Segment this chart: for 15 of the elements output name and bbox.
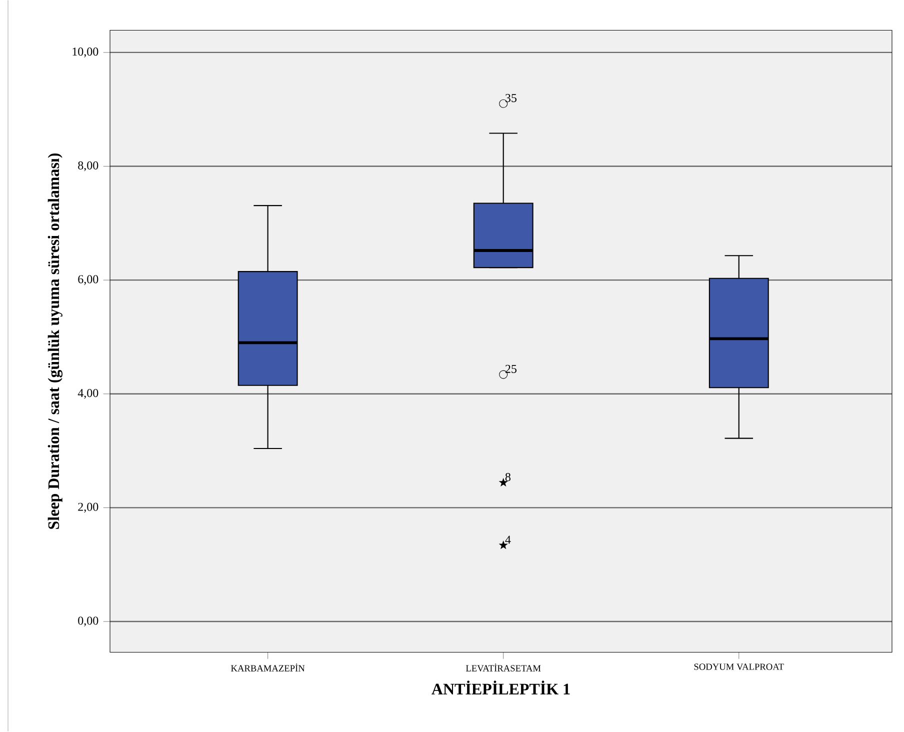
annotation: 35 [506, 94, 516, 102]
annotation: 4 [505, 536, 511, 544]
x-tick-label: KARBAMAZEPİN [231, 664, 305, 672]
annotation: 25 [505, 365, 516, 374]
y-tick-label: 8,00 [78, 162, 98, 172]
annotation: 8 [505, 473, 510, 482]
y-tick-label: 10,00 [72, 48, 98, 58]
y-tick-label: 0,00 [78, 616, 98, 627]
x-tick-label: LEVATİRASETAM [466, 664, 541, 672]
y-axis-title: Sleep Duration / saat (günlük uyuma süresi ortalaması) [48, 154, 62, 530]
x-axis-title: ANTİEPİLEPTİK 1 [432, 680, 570, 695]
x-tick-label: SODYUM VALPROAT [694, 664, 784, 670]
y-tick-label: 6,00 [78, 275, 98, 286]
y-tick-label: 2,00 [78, 503, 98, 513]
y-tick-label: 4,00 [78, 389, 98, 400]
